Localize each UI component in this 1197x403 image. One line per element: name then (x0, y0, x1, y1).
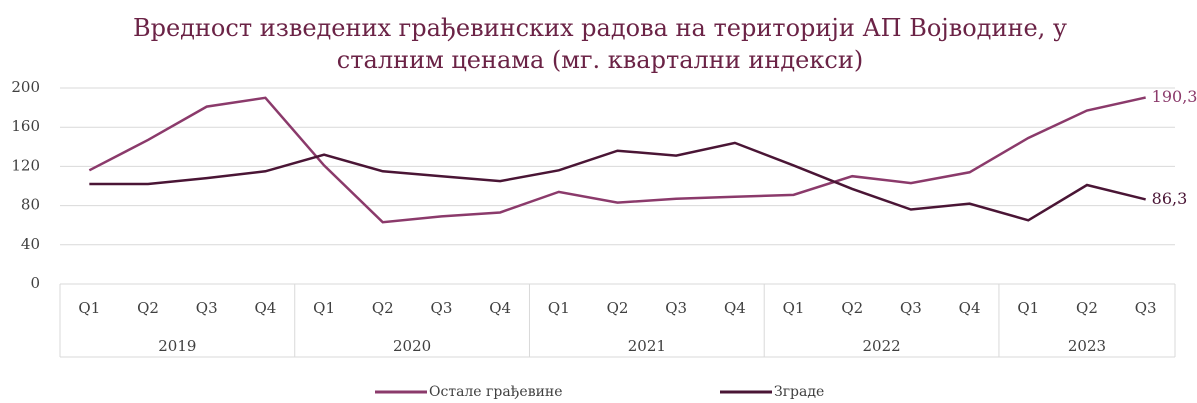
x-tick-label: Q2 (372, 299, 394, 317)
x-tick-label: Q2 (607, 299, 629, 317)
series-line (88, 96, 1146, 224)
x-tick-label: Q1 (548, 299, 570, 317)
legend-label: Остале грађевине (429, 384, 563, 400)
y-tick-label: 200 (11, 78, 40, 96)
y-tick-label: 160 (11, 117, 40, 135)
data-label: 86,3 (1152, 189, 1188, 208)
x-tick-label: Q2 (137, 299, 159, 317)
y-tick-label: 0 (30, 274, 40, 292)
chart-title: Вредност изведених грађевинских радова н… (132, 14, 1068, 74)
data-label: 190,3 (1152, 87, 1197, 106)
y-tick-label: 120 (11, 156, 40, 174)
x-group-label: 2020 (393, 337, 431, 355)
series-line (89, 141, 1146, 222)
y-tick-label: 80 (21, 196, 40, 214)
x-tick-label: Q2 (841, 299, 863, 317)
x-group-label: 2021 (628, 337, 666, 355)
x-tick-label: Q2 (1076, 299, 1098, 317)
x-tick-label: Q1 (313, 299, 335, 317)
x-tick-label: Q4 (724, 299, 746, 317)
x-tick-label: Q3 (665, 299, 687, 317)
x-group-label: 2019 (158, 337, 196, 355)
y-tick-label: 40 (21, 235, 40, 253)
x-tick-label: Q1 (783, 299, 805, 317)
x-tick-label: Q4 (959, 299, 981, 317)
x-tick-label: Q1 (1017, 299, 1039, 317)
legend-label: Зграде (774, 384, 824, 400)
x-tick-label: Q3 (196, 299, 218, 317)
x-tick-label: Q3 (900, 299, 922, 317)
x-tick-label: Q3 (1135, 299, 1157, 317)
x-group-label: 2022 (862, 337, 900, 355)
x-tick-label: Q3 (431, 299, 453, 317)
x-group-label: 2023 (1068, 337, 1106, 355)
x-tick-label: Q1 (78, 299, 100, 317)
x-tick-label: Q4 (254, 299, 276, 317)
x-tick-label: Q4 (489, 299, 511, 317)
